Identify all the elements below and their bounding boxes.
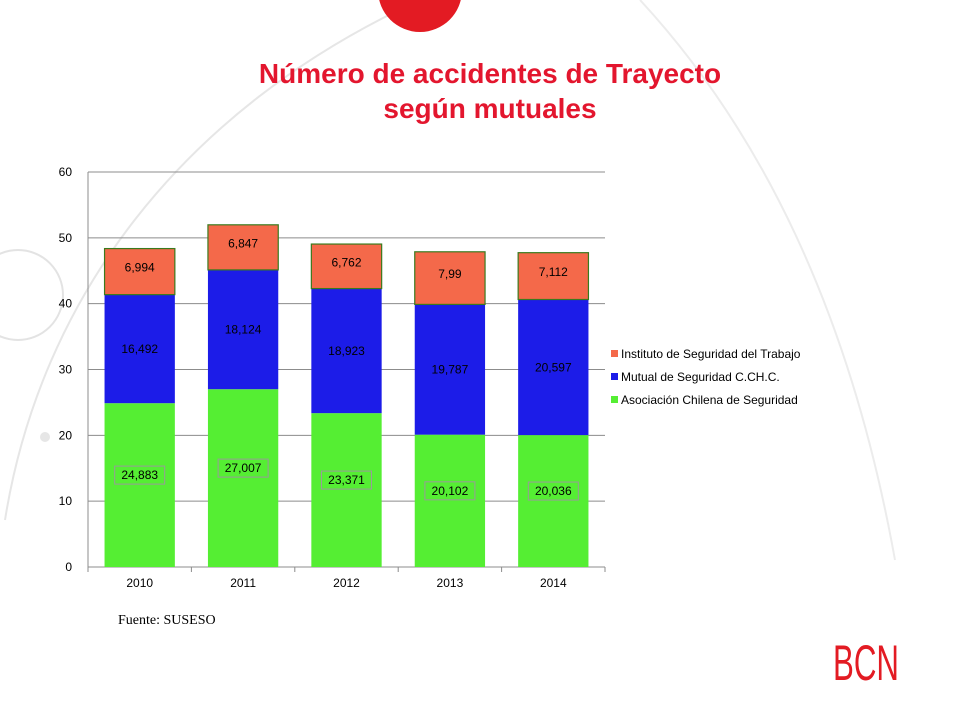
data-label-box <box>217 458 269 478</box>
data-label: 6,762 <box>331 255 361 269</box>
legend-label: Asociación Chilena de Seguridad <box>621 393 798 407</box>
y-tick-label: 40 <box>59 297 73 311</box>
data-label: 18,124 <box>225 323 262 337</box>
data-label: 20,597 <box>535 360 572 374</box>
bar-instituto-de-seguridad-del-trabajo <box>310 243 383 290</box>
y-tick-label: 0 <box>65 560 72 574</box>
bcn-logo: BCN <box>833 635 899 684</box>
data-label: 27,007 <box>225 461 262 475</box>
legend-label: Instituto de Seguridad del Trabajo <box>621 347 801 361</box>
x-tick-label: 2010 <box>126 576 153 590</box>
y-tick-label: 30 <box>59 363 73 377</box>
y-tick-label: 60 <box>59 165 73 179</box>
data-label-box <box>424 481 476 501</box>
legend-swatch <box>611 373 618 380</box>
svg-text:BCN: BCN <box>833 635 899 684</box>
data-label: 7,112 <box>539 265 568 279</box>
bar-asociaci-n-chilena-de-seguridad <box>518 435 589 567</box>
slide-title: Número de accidentes de Trayecto según m… <box>190 56 790 126</box>
y-tick-label: 10 <box>59 494 73 508</box>
data-label: 6,847 <box>228 236 258 250</box>
data-label: 20,102 <box>432 484 469 498</box>
bar-mutual-de-seguridad-c-ch-c- <box>414 304 486 435</box>
data-label: 23,371 <box>328 473 365 487</box>
x-tick-label: 2011 <box>230 576 256 590</box>
bar-asociaci-n-chilena-de-seguridad <box>414 434 486 567</box>
source-note: Fuente: SUSESO <box>118 613 216 628</box>
red-circle-decoration <box>379 0 461 32</box>
data-label: 6,994 <box>125 261 155 275</box>
x-tick-label: 2013 <box>437 576 464 590</box>
bar-mutual-de-seguridad-c-ch-c- <box>311 288 382 414</box>
data-label: 19,787 <box>432 363 469 377</box>
bar-instituto-de-seguridad-del-trabajo <box>517 252 590 301</box>
data-label-box <box>321 470 372 490</box>
legend-swatch <box>611 350 618 357</box>
data-label: 16,492 <box>121 342 158 356</box>
data-label: 24,883 <box>121 468 158 482</box>
x-tick-label: 2012 <box>333 576 360 590</box>
bar-instituto-de-seguridad-del-trabajo <box>414 251 486 305</box>
data-label: 20,036 <box>535 484 572 498</box>
bar-instituto-de-seguridad-del-trabajo <box>207 224 279 271</box>
title-line-2: según mutuales <box>383 93 597 124</box>
data-label: 18,923 <box>328 344 365 358</box>
data-label-box <box>527 481 579 501</box>
bar-asociaci-n-chilena-de-seguridad <box>104 403 175 567</box>
bar-mutual-de-seguridad-c-ch-c- <box>104 294 175 404</box>
bar-instituto-de-seguridad-del-trabajo <box>103 247 176 296</box>
x-tick-label: 2014 <box>540 576 567 590</box>
y-tick-label: 20 <box>59 428 73 442</box>
y-tick-label: 50 <box>59 231 73 245</box>
data-label-box <box>114 465 166 485</box>
bar-mutual-de-seguridad-c-ch-c- <box>518 299 589 436</box>
title-line-1: Número de accidentes de Trayecto <box>258 58 722 89</box>
bar-mutual-de-seguridad-c-ch-c- <box>207 269 279 390</box>
bar-asociaci-n-chilena-de-seguridad <box>207 389 279 567</box>
legend-label: Mutual de Seguridad C.CH.C. <box>621 370 780 384</box>
bar-asociaci-n-chilena-de-seguridad <box>311 413 382 567</box>
legend-swatch <box>611 396 618 403</box>
data-label: 7,99 <box>438 267 462 281</box>
